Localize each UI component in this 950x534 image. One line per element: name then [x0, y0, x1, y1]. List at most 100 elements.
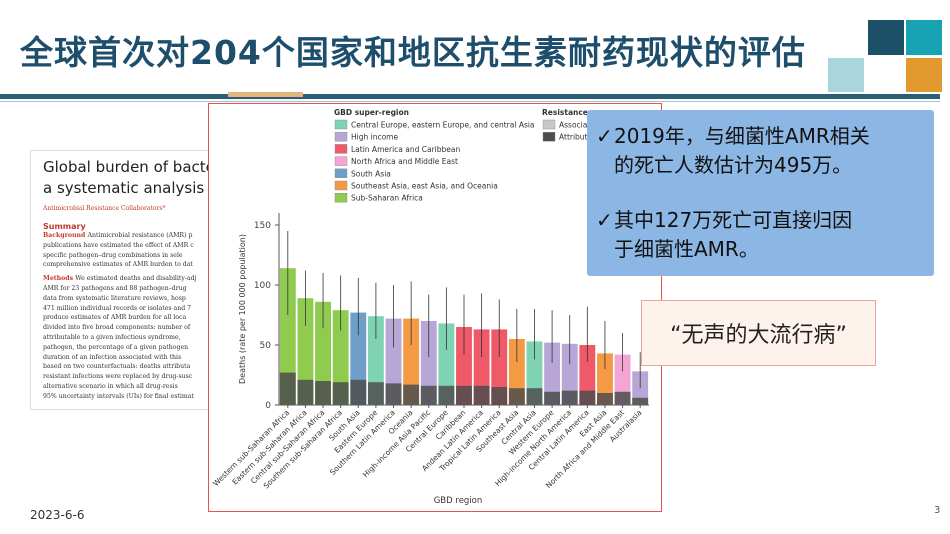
bar-associated	[561, 343, 578, 405]
legend-label: High income	[351, 133, 398, 142]
y-tick-label: 100	[254, 281, 271, 291]
decor-square-teal	[906, 20, 942, 55]
paper-line-text: publications have estimated the effect o…	[43, 241, 194, 249]
bar-attributable	[367, 382, 384, 405]
paper-text-line: 95% uncertainty intervals (UIs) for fina…	[31, 392, 219, 402]
paper-text-line: comprehensive estimates of AMR burden to…	[31, 260, 219, 270]
legend-swatch	[334, 180, 348, 191]
legend-label: South Asia	[351, 169, 391, 178]
paper-line-text: produce estimates of AMR burden for all …	[43, 314, 187, 322]
finding-bullet-1: ✓2019年，与细菌性AMR相关 的死亡人数估计为495万。	[596, 122, 870, 180]
bar-associated	[279, 268, 296, 405]
paper-section-label: Background	[43, 232, 88, 239]
paper-line-text: divided into five broad components: numb…	[43, 324, 191, 332]
paper-text-line: 471 million individual records or isolat…	[31, 304, 219, 314]
paper-text-line: data from systematic literature reviews,…	[31, 294, 219, 304]
deaths-bar-chart: 0 50 100 150 Deaths (rate per 100 000 popula…	[211, 108, 649, 506]
y-tick-label: 150	[254, 221, 271, 231]
paper-text-line: based on two counterfactuals: deaths att…	[31, 362, 219, 372]
x-tick-label: Central sub-Saharan Africa	[249, 408, 327, 486]
legend-label: Sub-Saharan Africa	[351, 194, 423, 203]
x-tick-label: Eastern sub-Saharan Africa	[230, 408, 308, 486]
paper-text-line: produce estimates of AMR burden for all …	[31, 313, 219, 323]
bar-associated	[420, 321, 437, 405]
legend-label: Associat	[559, 121, 590, 130]
legend-label: Central Europe, eastern Europe, and cent…	[351, 121, 535, 130]
bar-attributable	[614, 391, 631, 405]
checkmark-icon: ✓	[596, 124, 613, 148]
title-divider-thin	[0, 101, 940, 102]
divider-accent-tab	[228, 92, 303, 97]
bar-associated	[491, 329, 508, 405]
paper-title-line2: a systematic analysis	[43, 179, 205, 197]
paper-line-text: alternative scenario in which all drug-r…	[43, 382, 178, 390]
quote-text: “无声的大流行病”	[670, 323, 847, 348]
quote-box: “无声的大流行病”	[641, 300, 876, 366]
paper-text-line: resistant infections were replaced by dr…	[31, 372, 219, 382]
bar-attributable	[508, 388, 525, 405]
bar-attributable	[438, 385, 455, 405]
legend-title-super-region: GBD super-region	[334, 108, 409, 117]
bar-attributable	[420, 385, 437, 405]
paper-line-text: resistant infections were replaced by dr…	[43, 373, 193, 381]
bar-associated	[297, 298, 314, 405]
key-findings-box: ✓2019年，与细菌性AMR相关 的死亡人数估计为495万。 ✓其中127万死亡可…	[587, 110, 934, 276]
paper-text-line: Methods We estimated deaths and disabili…	[31, 274, 219, 284]
finding-bullet-2: ✓其中127万死亡可直接归因 于细菌性AMR。	[596, 206, 852, 264]
bar-associated	[403, 318, 420, 405]
legend-swatch	[334, 156, 348, 166]
paper-text-line: pathogen, the percentage of a given path…	[31, 343, 219, 353]
title-divider	[0, 94, 940, 99]
legend-title-resistance: Resistance	[542, 108, 588, 117]
bar-attributable	[632, 397, 649, 405]
paper-text-line: publications have estimated the effect o…	[31, 241, 219, 251]
paper-line-text: 471 million individual records or isolat…	[43, 304, 192, 312]
paper-authors: Antimicrobial Resistance Collaborators*	[43, 205, 166, 212]
bar-attributable	[385, 383, 402, 405]
paper-text-line: attributable to a given infectious syndr…	[31, 333, 219, 343]
bar-associated	[332, 310, 349, 405]
paper-title-line1: Global burden of bacteria	[43, 158, 220, 176]
paper-summary-heading: Summary	[43, 222, 86, 231]
bar-attributable	[544, 391, 561, 405]
y-tick-label: 50	[260, 341, 272, 351]
bar-attributable	[561, 390, 578, 405]
legend-swatch	[334, 168, 348, 179]
legend-label: Southeast Asia, east Asia, and Oceania	[351, 182, 498, 191]
paper-text-line: Background Antimicrobial resistance (AMR…	[31, 231, 219, 241]
legend-swatch	[542, 119, 556, 130]
slide-title: 全球首次对204个国家和地区抗生素耐药现状的评估	[20, 33, 806, 72]
paper-line-text: We estimated deaths and disability-adj	[75, 275, 197, 283]
legend-swatch	[542, 132, 556, 142]
bar-associated	[544, 342, 561, 405]
legend-swatch	[334, 144, 348, 154]
paper-line-text: 95% uncertainty intervals (UIs) for fina…	[43, 392, 194, 400]
legend-swatch	[334, 192, 348, 203]
paper-methods-block: Methods We estimated deaths and disabili…	[31, 274, 219, 401]
bar-attributable	[350, 379, 367, 405]
paper-line-text: comprehensive estimates of AMR burden to…	[43, 261, 193, 269]
bar-attributable	[332, 382, 349, 405]
bar-associated	[438, 323, 455, 405]
bar-associated	[315, 301, 331, 405]
y-tick-label: 0	[265, 401, 271, 411]
paper-line-text: AMR for 23 pathogens and 88 pathogen–dru…	[43, 284, 187, 292]
finding-1-line1: 2019年，与细菌性AMR相关	[614, 124, 870, 148]
paper-section-label: Methods	[43, 275, 76, 283]
footer-date: 2023-6-6	[30, 508, 85, 522]
paper-line-text: data from systematic literature reviews,…	[43, 294, 186, 302]
paper-text-line: divided into five broad components: numb…	[31, 323, 219, 333]
legend-label: Latin America and Caribbean	[351, 145, 460, 154]
paper-background-block: Background Antimicrobial resistance (AMR…	[31, 231, 219, 270]
page-number: 3	[934, 505, 941, 516]
paper-excerpt: Global burden of bacteria a systematic a…	[30, 150, 220, 410]
paper-line-text: duration of an infection associated with…	[43, 353, 182, 361]
finding-2-line1: 其中127万死亡可直接归因	[614, 208, 853, 232]
legend-label: North Africa and Middle East	[351, 157, 458, 166]
finding-2-line2: 于细菌性AMR。	[614, 237, 759, 261]
y-axis-title: Deaths (rate per 100 000 population)	[238, 234, 247, 384]
paper-line-text: based on two counterfactuals: deaths att…	[43, 363, 191, 371]
chart-frame: 0 50 100 150 Deaths (rate per 100 000 popula…	[208, 103, 662, 512]
paper-text-line: alternative scenario in which all drug-r…	[31, 382, 219, 392]
